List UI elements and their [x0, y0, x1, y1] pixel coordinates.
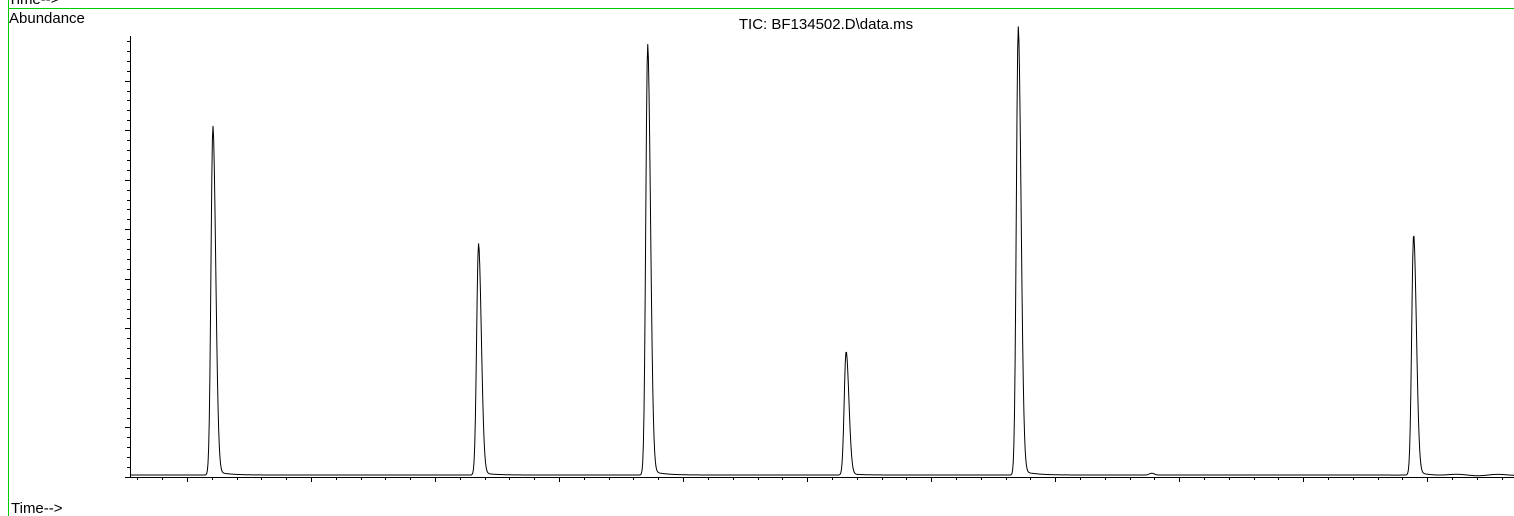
y-axis-label: Abundance: [9, 10, 85, 27]
tic-trace-line: [130, 26, 1514, 477]
chart-title: TIC: BF134502.D\data.ms: [739, 16, 913, 33]
top-cut-label: Time-->: [8, 0, 60, 8]
x-axis-label: Time-->: [11, 500, 63, 516]
